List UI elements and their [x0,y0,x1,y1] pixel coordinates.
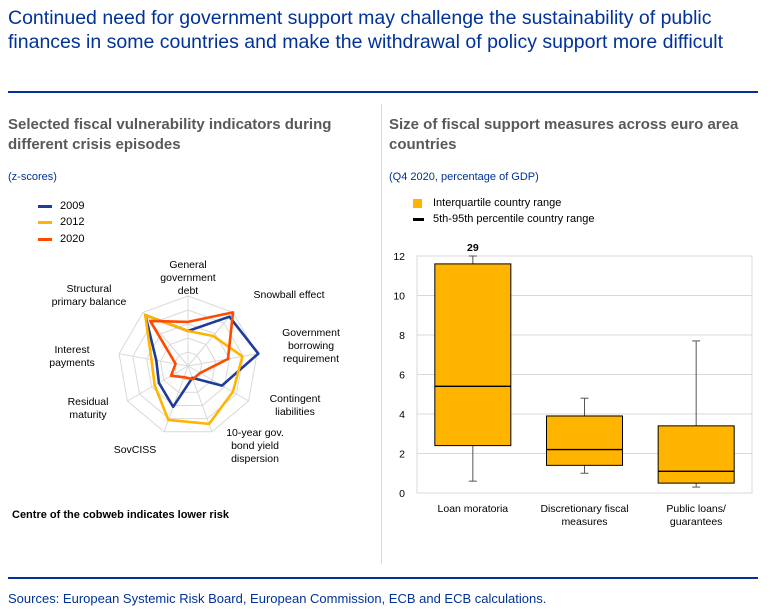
box-category-label-1: Discretionary fiscal measures [540,503,628,528]
box-ytick-0: 0 [399,488,405,500]
legend-item-2020: 2020 [38,233,84,245]
box-iqr-0 [434,263,512,447]
radar-spoke-6 [127,365,189,402]
box-annotation-0: 29 [467,242,479,254]
radar-note: Centre of the cobweb indicates lower ris… [12,509,229,521]
page-title: Continued need for government support ma… [8,7,723,53]
radar-spoke-1 [187,312,234,367]
legend-swatch-range [413,217,424,221]
legend-swatch-2020 [38,237,52,241]
left-panel-title: Selected fiscal vulnerability indicators… [8,116,332,153]
box-category-label-2: Public loans/guarantees [666,503,726,528]
box-ytick-8: 8 [399,330,405,342]
radar-axis-label-2: Government borrowing requirement [282,327,340,365]
box-category-label-0: Loan moratoria [438,503,509,515]
legend-swatch-2012 [38,220,52,224]
box-ytick-4: 4 [399,409,405,421]
legend-item-2009: 2009 [38,200,84,212]
legend-swatch-iqr [413,198,422,208]
legend-label-2012: 2012 [60,216,85,228]
box-ytick-10: 10 [393,291,405,303]
radar-spoke-2 [187,353,258,367]
box-ytick-2: 2 [399,449,405,461]
box-ytick-12: 12 [393,251,405,263]
radar-axis-label-0: General government debt [160,259,216,297]
radar-spoke-7 [118,353,189,367]
radar-grid-ring-2 [159,337,217,393]
radar-axis-label-5: SovCISS [114,444,157,456]
source-rule [8,577,758,579]
legend-item-2012: 2012 [38,216,84,228]
radar-grid-ring-5 [118,295,258,433]
radar-axis-label-6: Residual maturity [68,396,109,421]
left-panel-unit: (z-scores) [8,171,57,183]
radar-series-2009 [143,313,260,409]
radar-axis-label-3: Contingent liabilities [270,393,321,418]
right-panel-unit: (Q4 2020, percentage of GDP) [389,171,539,183]
title-rule [8,91,758,93]
legend-label-2020: 2020 [60,233,85,245]
right-panel-title: Size of fiscal support measures across e… [389,116,739,153]
radar-series-2020 [148,311,235,381]
panel-separator [381,104,382,564]
legend-label-2009: 2009 [60,200,85,212]
radar-series-2012 [143,313,244,426]
legend-label-iqr: Interquartile country range [433,197,562,209]
box-iqr-1 [546,415,623,466]
radar-axis-label-8: Structural primary balance [52,283,127,308]
legend-item-iqr: Interquartile country range [413,197,561,209]
radar-axis-label-1: Snowball effect [253,289,324,301]
legend-swatch-2009 [38,204,52,208]
legend-item-range: 5th-95th percentile country range [413,213,594,225]
radar-grid-ring-4 [132,309,244,420]
box-iqr-2 [657,425,735,484]
radar-axis-label-7: Interest payments [49,344,95,369]
radar-axis-label-4: 10-year gov. bond yield dispersion [226,427,284,465]
source-text: Sources: European Systemic Risk Board, E… [8,591,547,606]
box-ytick-6: 6 [399,370,405,382]
legend-label-range: 5th-95th percentile country range [433,213,595,225]
